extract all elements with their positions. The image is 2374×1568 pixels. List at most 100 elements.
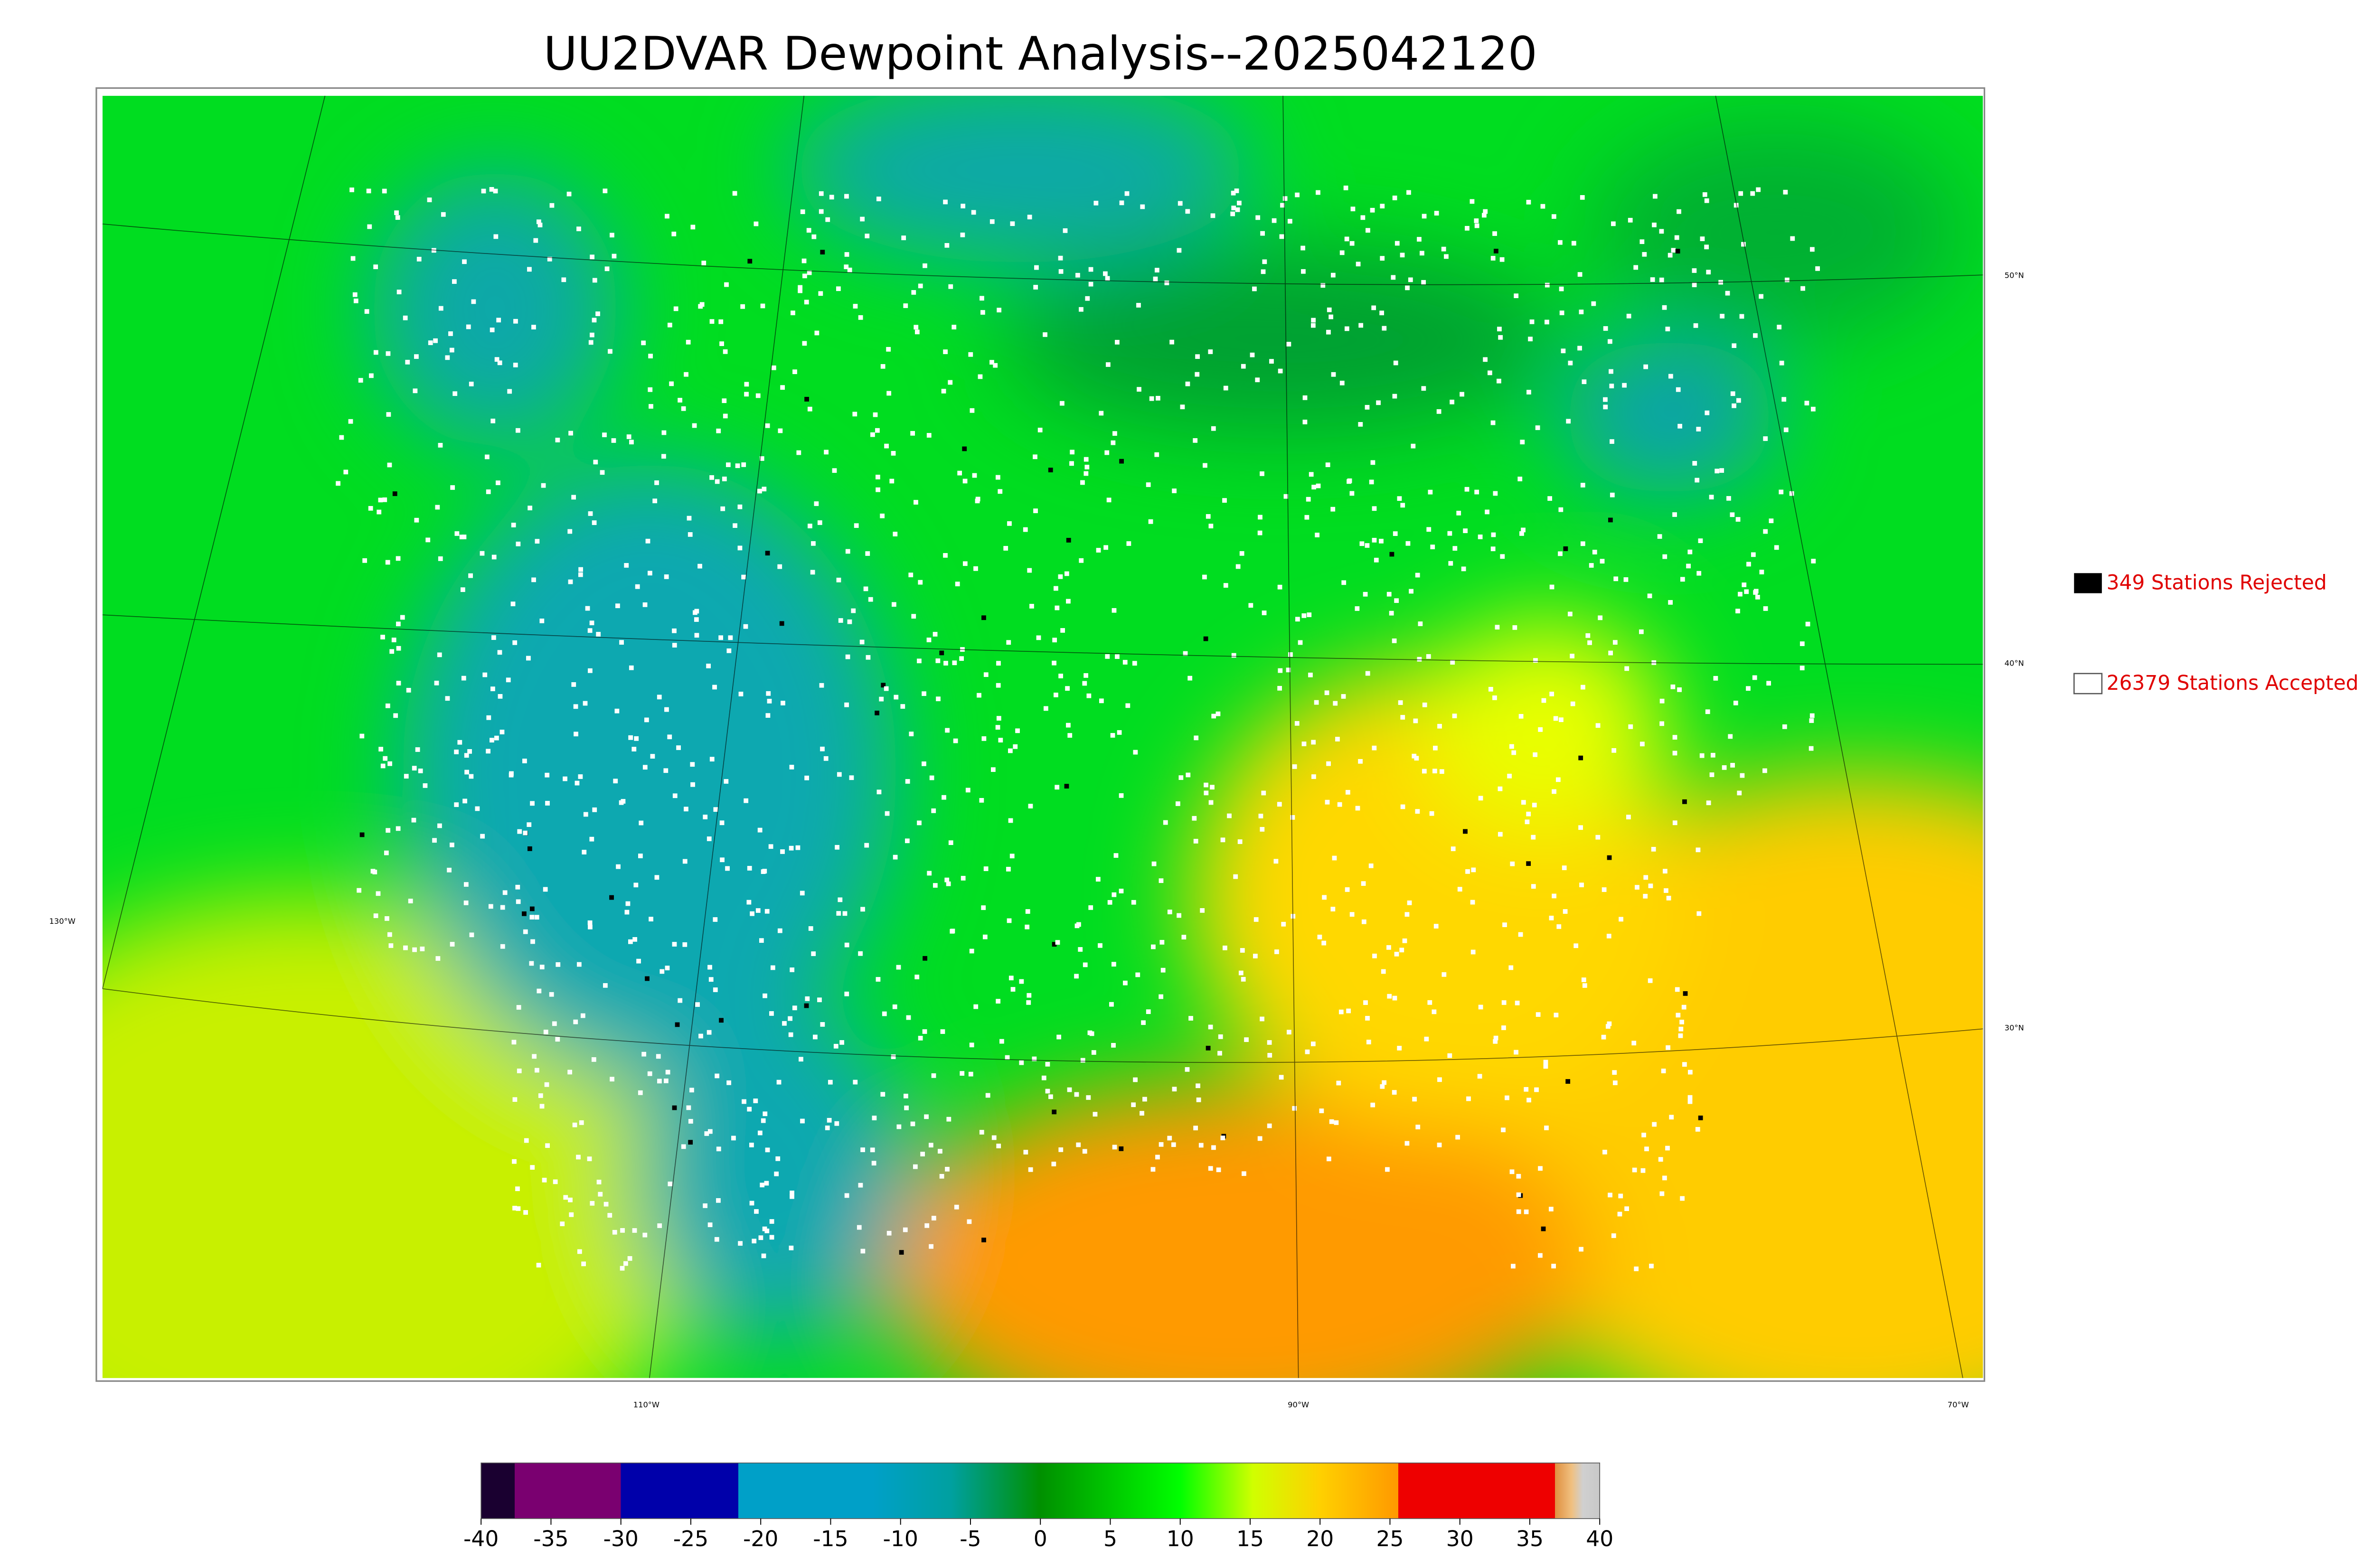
station-dot (1500, 554, 1505, 559)
station-dot (1677, 209, 1681, 214)
station-dot (1141, 1020, 1146, 1025)
station-dot (667, 734, 672, 740)
station-dot (904, 1105, 909, 1110)
station-dot (544, 1082, 549, 1087)
station-dot (1346, 1008, 1351, 1014)
station-dot (762, 487, 767, 492)
station-dot (880, 1092, 886, 1097)
station-dot (1146, 482, 1151, 487)
station-dot (1215, 711, 1221, 716)
station-dot (1666, 1045, 1670, 1050)
station-dot (684, 807, 688, 812)
station-dot (1535, 425, 1540, 430)
station-dot (491, 635, 496, 640)
station-dot (576, 226, 581, 232)
station-dot (1239, 551, 1244, 556)
station-dot (1524, 1087, 1529, 1092)
station-dot (1321, 940, 1327, 946)
station-dot (1465, 869, 1470, 874)
station-dot (576, 1155, 581, 1160)
station-dot (549, 203, 555, 208)
station-dot (754, 1209, 759, 1214)
station-dot (1683, 991, 1688, 996)
station-dot (1699, 753, 1705, 758)
station-dot (1408, 277, 1413, 282)
station-dot (1632, 1167, 1637, 1173)
station-dot (639, 820, 644, 826)
station-dot (1079, 558, 1084, 563)
station-dot (1111, 962, 1116, 967)
station-dot (1111, 1043, 1116, 1048)
station-dot (824, 450, 829, 455)
station-dot (1133, 1077, 1138, 1082)
station-dot (396, 681, 401, 685)
station-dot (1501, 1025, 1506, 1030)
station-dot (1156, 395, 1160, 401)
station-dot (580, 1013, 585, 1018)
station-dot (481, 188, 486, 194)
station-dot (534, 915, 539, 920)
station-dot (496, 318, 501, 323)
station-dot (1260, 827, 1265, 832)
station-dot (866, 655, 871, 660)
station-dot (744, 392, 749, 397)
station-dot (1444, 254, 1449, 259)
station-dot (649, 917, 653, 921)
station-dot (1382, 1080, 1387, 1085)
station-dot (513, 363, 518, 367)
station-dot (396, 621, 401, 627)
station-dot (881, 683, 886, 688)
station-dot (871, 1161, 876, 1166)
station-dot (1394, 241, 1400, 246)
station-dot (435, 505, 440, 510)
station-dot (1421, 280, 1426, 285)
station-dot (1258, 814, 1263, 818)
station-dot (1618, 1193, 1623, 1199)
station-dot (981, 1238, 986, 1242)
station-dot (1292, 1106, 1297, 1111)
station-dot (765, 713, 771, 718)
station-dot (1762, 768, 1767, 773)
station-dot (452, 279, 457, 284)
station-dot (1372, 953, 1377, 958)
station-dot (1687, 1070, 1693, 1075)
station-dot (775, 1156, 781, 1161)
station-dot (1365, 671, 1370, 676)
station-dot (486, 489, 491, 494)
station-dot (1769, 518, 1774, 524)
station-dot (1124, 191, 1130, 196)
station-dot (664, 574, 669, 579)
station-dot (1278, 368, 1283, 374)
station-dot (981, 905, 986, 910)
station-dot (1698, 1115, 1703, 1120)
station-dot (722, 398, 727, 404)
station-dot (539, 965, 545, 969)
station-dot (1610, 439, 1614, 444)
station-dot (1386, 945, 1391, 950)
lon-label: 90°W (1288, 1400, 1309, 1409)
station-dot (1131, 1102, 1136, 1108)
station-dot (1531, 884, 1536, 889)
station-dot (1709, 772, 1715, 777)
station-dot (445, 696, 450, 701)
station-dot (1402, 938, 1407, 943)
station-dot (587, 920, 593, 925)
station-dot (1397, 496, 1402, 501)
station-dot (531, 325, 536, 329)
station-dot (829, 195, 834, 200)
station-dot (1628, 724, 1633, 729)
station-dot (1732, 343, 1737, 348)
station-dot (1277, 802, 1282, 807)
station-dot (414, 517, 419, 523)
station-dot (1237, 200, 1242, 206)
station-dot (441, 212, 446, 217)
station-dot (493, 188, 498, 194)
station-dot (1706, 270, 1711, 275)
station-dot (384, 850, 389, 855)
station-dot (1365, 543, 1370, 548)
station-dot (1203, 463, 1207, 468)
station-dot (1659, 721, 1665, 726)
station-dot (1474, 223, 1479, 228)
station-dot (404, 774, 409, 779)
station-dot (1387, 994, 1392, 999)
